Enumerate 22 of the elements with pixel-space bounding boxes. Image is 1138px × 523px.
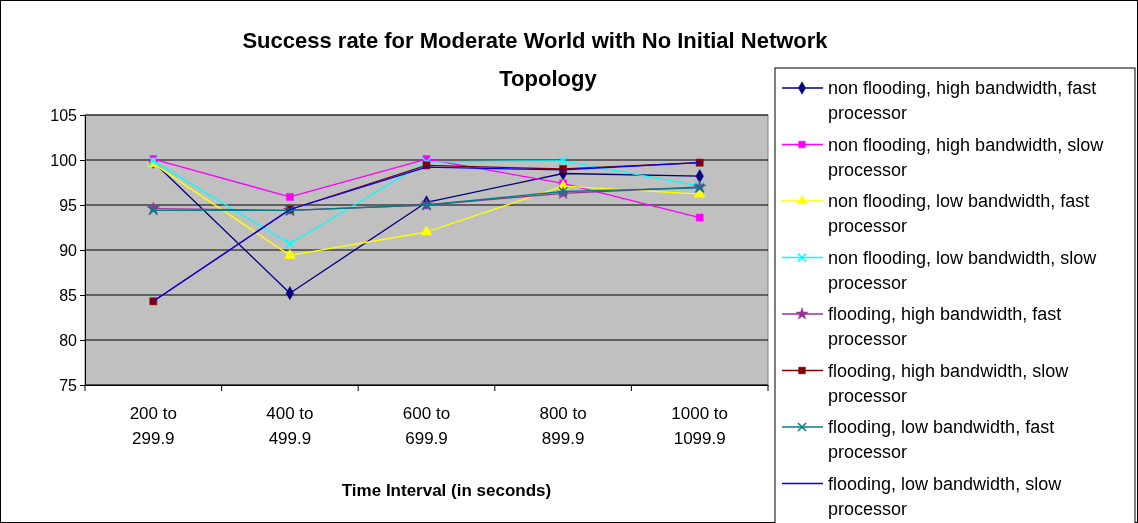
legend-label: non flooding, high bandwidth, fast processor	[828, 78, 1097, 123]
x-tick-label: 800 to 899.9	[539, 404, 587, 448]
x-tick-label: 200 to 299.9	[129, 404, 177, 448]
legend-label: non flooding, low bandwidth, fast processor	[828, 191, 1090, 236]
legend-label: flooding, high bandwidth, fast processor	[828, 304, 1062, 349]
legend-label: flooding, high bandwidth, slow processor	[828, 360, 1070, 406]
y-tick-label: 105	[50, 106, 78, 124]
y-tick-label: 75	[59, 376, 78, 394]
x-axis-title: Time Interval (in seconds)	[341, 481, 552, 500]
x-tick-label: 600 to 699.9	[402, 404, 451, 448]
chart-title: Success rate for Moderate World with No Initial Network Topology	[242, 28, 829, 91]
legend-label: flooding, low bandwidth, fast processor	[828, 417, 1055, 462]
y-tick-label: 95	[59, 196, 78, 214]
y-tick-label: 85	[59, 286, 78, 304]
x-tick-label: 1000 to 1099.9	[671, 404, 729, 448]
y-tick-label: 80	[59, 331, 78, 349]
legend-label: flooding, low bandwidth, slow processor	[828, 473, 1063, 519]
x-tick-label: 400 to 499.9	[266, 404, 314, 448]
y-tick-label: 100	[50, 151, 78, 169]
legend-label: non flooding, low bandwidth, slow processor	[828, 247, 1098, 293]
legend-label: non flooding, high bandwidth, slow processor	[828, 134, 1105, 180]
y-tick-label: 90	[59, 241, 78, 259]
